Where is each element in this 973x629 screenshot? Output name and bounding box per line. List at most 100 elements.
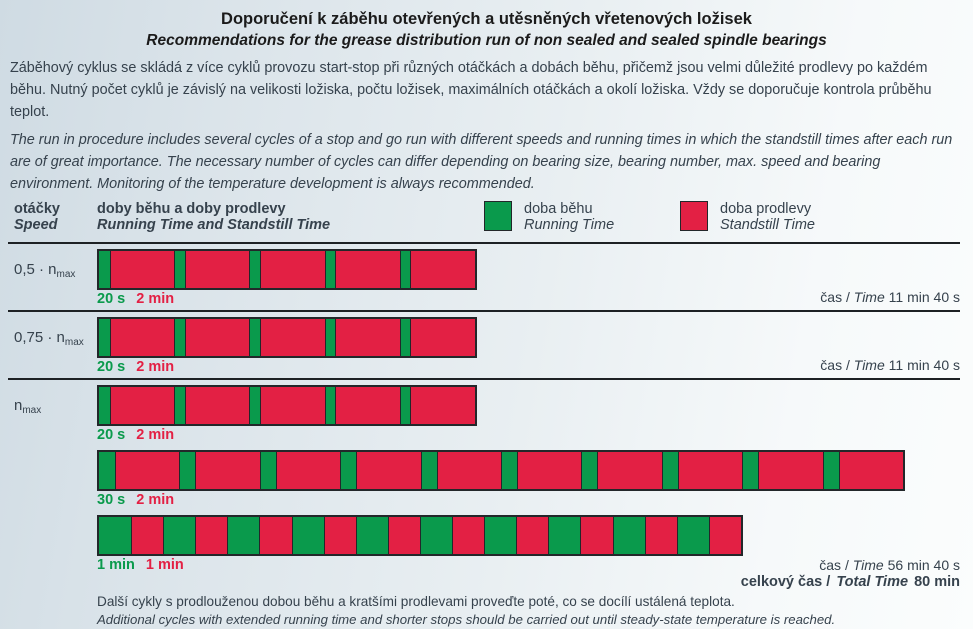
legend-speed-header: otáčky Speed bbox=[14, 201, 60, 233]
time-label-cs: čas / bbox=[819, 557, 853, 573]
time-label-cs: čas / bbox=[820, 357, 854, 373]
running-time-swatch bbox=[484, 201, 512, 231]
cycle-bar bbox=[97, 249, 477, 290]
total-time-cs: celkový čas / bbox=[740, 574, 831, 590]
running-segment bbox=[249, 251, 261, 288]
running-segment bbox=[500, 452, 518, 489]
cycle-bar bbox=[97, 385, 477, 426]
running-segment bbox=[259, 452, 276, 489]
running-segment bbox=[399, 387, 411, 424]
running-time-value: 30 s bbox=[97, 492, 126, 508]
standstill-time-swatch bbox=[680, 201, 708, 231]
standstill-segment bbox=[184, 387, 250, 424]
total-time: celkový čas / Total Time 80 min bbox=[0, 575, 960, 590]
total-time-en: Total Time bbox=[836, 574, 909, 590]
running-time-value: 1 min bbox=[97, 557, 135, 573]
chart-row: 1 min 1 min čas / Time 56 min 40 s bbox=[8, 510, 960, 575]
standstill-segment bbox=[260, 387, 325, 424]
standstill-segment bbox=[259, 517, 292, 554]
standstill-time-value: 2 min bbox=[136, 291, 175, 307]
standstill-segment bbox=[131, 517, 164, 554]
standstill-segment bbox=[517, 452, 582, 489]
running-segment bbox=[676, 517, 709, 554]
running-segment bbox=[822, 452, 839, 489]
running-segment bbox=[420, 452, 437, 489]
standstill-segment bbox=[580, 517, 613, 554]
running-time-value: 20 s bbox=[97, 359, 126, 375]
cycle-bar bbox=[97, 317, 477, 358]
standstill-segment bbox=[758, 452, 823, 489]
standstill-segment bbox=[109, 319, 175, 356]
page-title-en: Recommendations for the grease distribut… bbox=[146, 32, 827, 49]
time-label-en: Time bbox=[853, 357, 885, 373]
standstill-segment bbox=[387, 517, 420, 554]
standstill-segment bbox=[184, 319, 250, 356]
footnote-cs: Další cykly s prodlouženou dobou běhu a … bbox=[97, 594, 735, 609]
running-segment bbox=[484, 517, 517, 554]
running-segment bbox=[742, 452, 759, 489]
running-segment bbox=[340, 452, 357, 489]
standstill-segment bbox=[260, 251, 325, 288]
chart-row: 0,5 · nmax 20 s 2 min čas / Time 11 min 40 … bbox=[8, 244, 960, 312]
footnotes: Další cykly s prodlouženou dobou běhu a … bbox=[97, 593, 963, 629]
running-segment bbox=[99, 517, 132, 554]
total-time-value: 80 min bbox=[914, 574, 960, 590]
standstill-segment bbox=[335, 251, 400, 288]
speed-label: nmax bbox=[14, 397, 42, 416]
standstill-segment bbox=[260, 319, 325, 356]
cycle-bar bbox=[97, 450, 905, 491]
standstill-segment bbox=[356, 452, 421, 489]
page-title-cs: Doporučení k záběhu otevřených a utěsněn… bbox=[221, 10, 752, 28]
intro-paragraph-cs: Záběhový cyklus se skládá z více cyklů p… bbox=[10, 60, 932, 120]
bar-caption: 20 s 2 min bbox=[97, 292, 960, 307]
legend-divider bbox=[8, 242, 960, 244]
running-segment bbox=[174, 387, 185, 424]
chart-rows: 0,5 · nmax 20 s 2 min čas / Time 11 min 40 … bbox=[8, 244, 960, 575]
running-segment bbox=[419, 517, 453, 554]
legend-times-en: Running Time and Standstill Time bbox=[97, 217, 331, 233]
standstill-segment bbox=[410, 251, 475, 288]
time-label: čas / Time 11 min 40 s bbox=[820, 290, 960, 305]
standstill-segment bbox=[410, 319, 475, 356]
standstill-segment bbox=[115, 452, 180, 489]
running-segment bbox=[99, 251, 110, 288]
time-label: čas / Time 56 min 40 s bbox=[819, 558, 960, 573]
legend-item-standstill: doba prodlevy Standstill Time bbox=[680, 201, 815, 233]
bar-caption: 20 s 2 min bbox=[97, 360, 960, 375]
standstill-segment bbox=[109, 387, 175, 424]
legend-running-labels: doba běhu Running Time bbox=[524, 201, 614, 233]
running-segment bbox=[174, 319, 185, 356]
chart-row: 30 s 2 min bbox=[8, 445, 960, 510]
standstill-segment bbox=[708, 517, 741, 554]
standstill-segment bbox=[195, 517, 228, 554]
standstill-segment bbox=[516, 517, 549, 554]
speed-label: 0,5 · nmax bbox=[14, 261, 76, 280]
time-label-value: 11 min 40 s bbox=[884, 357, 960, 373]
footnote-en: Additional cycles with extended running … bbox=[97, 612, 836, 627]
legend-standstill-en: Standstill Time bbox=[720, 217, 815, 233]
running-segment bbox=[99, 387, 110, 424]
timing-chart: otáčky Speed doby běhu a doby prodlevy R… bbox=[0, 201, 973, 590]
running-segment bbox=[179, 452, 196, 489]
legend-running-en: Running Time bbox=[524, 217, 615, 233]
chart-legend: otáčky Speed doby běhu a doby prodlevy R… bbox=[8, 201, 960, 237]
running-segment bbox=[249, 387, 261, 424]
standstill-segment bbox=[597, 452, 662, 489]
running-segment bbox=[99, 452, 116, 489]
time-label: čas / Time 11 min 40 s bbox=[820, 358, 960, 373]
running-time-value: 20 s bbox=[97, 427, 126, 443]
standstill-segment bbox=[335, 387, 400, 424]
bar-caption: 20 s 2 min bbox=[97, 428, 960, 443]
speed-label: 0,75 · nmax bbox=[14, 329, 84, 348]
time-label-value: 56 min 40 s bbox=[883, 557, 960, 573]
cycle-bar bbox=[97, 515, 743, 556]
running-segment bbox=[174, 251, 185, 288]
standstill-segment bbox=[677, 452, 743, 489]
legend-running-cs: doba běhu bbox=[524, 201, 593, 217]
time-label-en: Time bbox=[853, 289, 885, 305]
time-label-cs: čas / bbox=[820, 289, 854, 305]
running-segment bbox=[324, 319, 336, 356]
bar-caption: 1 min 1 min bbox=[97, 558, 960, 573]
standstill-segment bbox=[323, 517, 356, 554]
standstill-segment bbox=[644, 517, 677, 554]
